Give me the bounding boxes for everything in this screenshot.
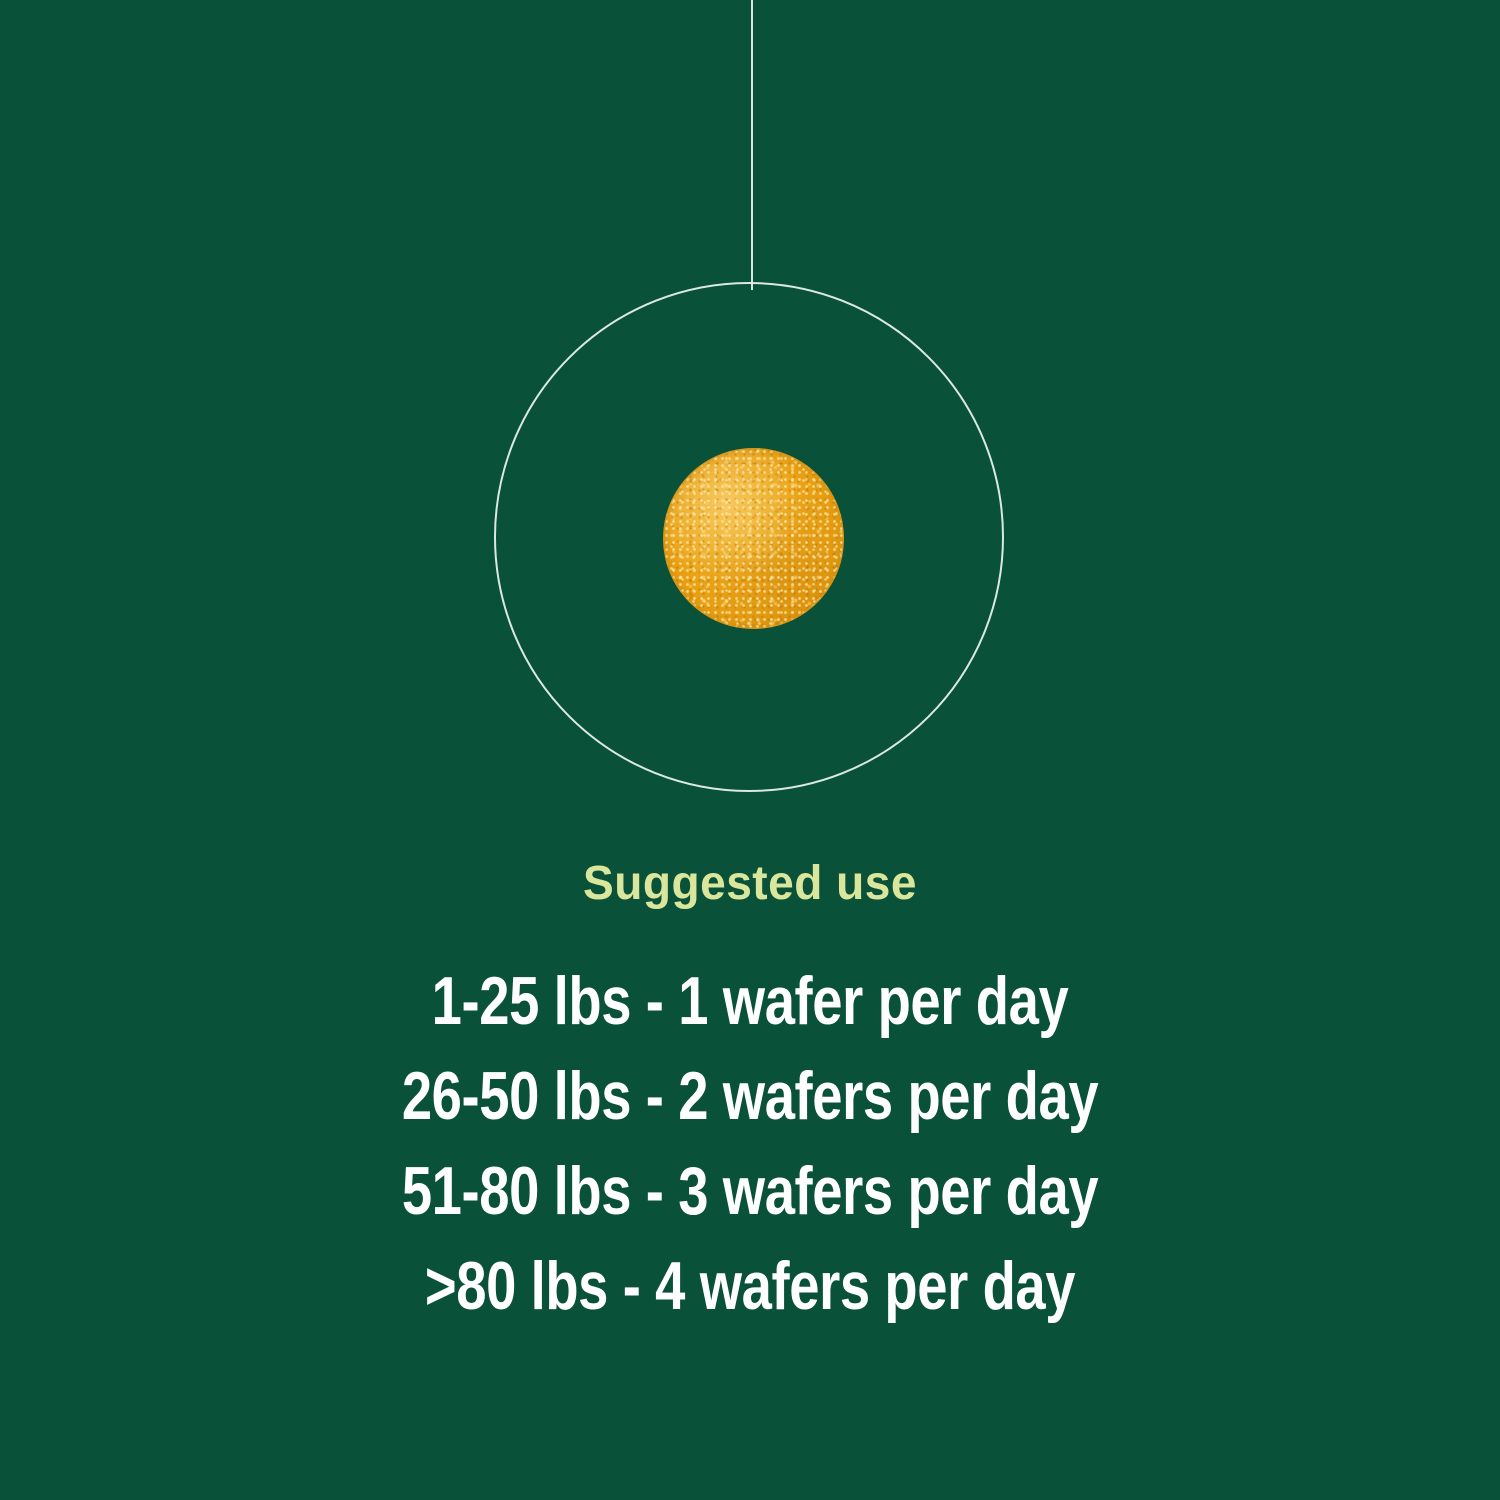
dosage-row: >80 lbs - 4 wafers per day	[424, 1248, 1076, 1324]
wafer-base	[663, 448, 844, 629]
suggested-use-heading: Suggested use	[582, 857, 917, 910]
wafer-speckle-texture	[663, 448, 844, 629]
hanging-thread-line	[751, 0, 753, 290]
suggested-use-text-block: Suggested use 1-25 lbs - 1 wafer per day…	[0, 856, 1500, 1334]
dosage-row: 51-80 lbs - 3 wafers per day	[401, 1153, 1099, 1229]
wafer-disc-image	[663, 448, 844, 629]
wafer-edge-ring	[663, 448, 844, 629]
dosage-row: 1-25 lbs - 1 wafer per day	[431, 963, 1069, 1039]
dosage-row: 26-50 lbs - 2 wafers per day	[401, 1058, 1099, 1134]
outline-circle-icon	[494, 282, 1004, 792]
wafer-grain-texture	[663, 448, 844, 629]
dosage-list: 1-25 lbs - 1 wafer per day 26-50 lbs - 2…	[0, 954, 1500, 1334]
